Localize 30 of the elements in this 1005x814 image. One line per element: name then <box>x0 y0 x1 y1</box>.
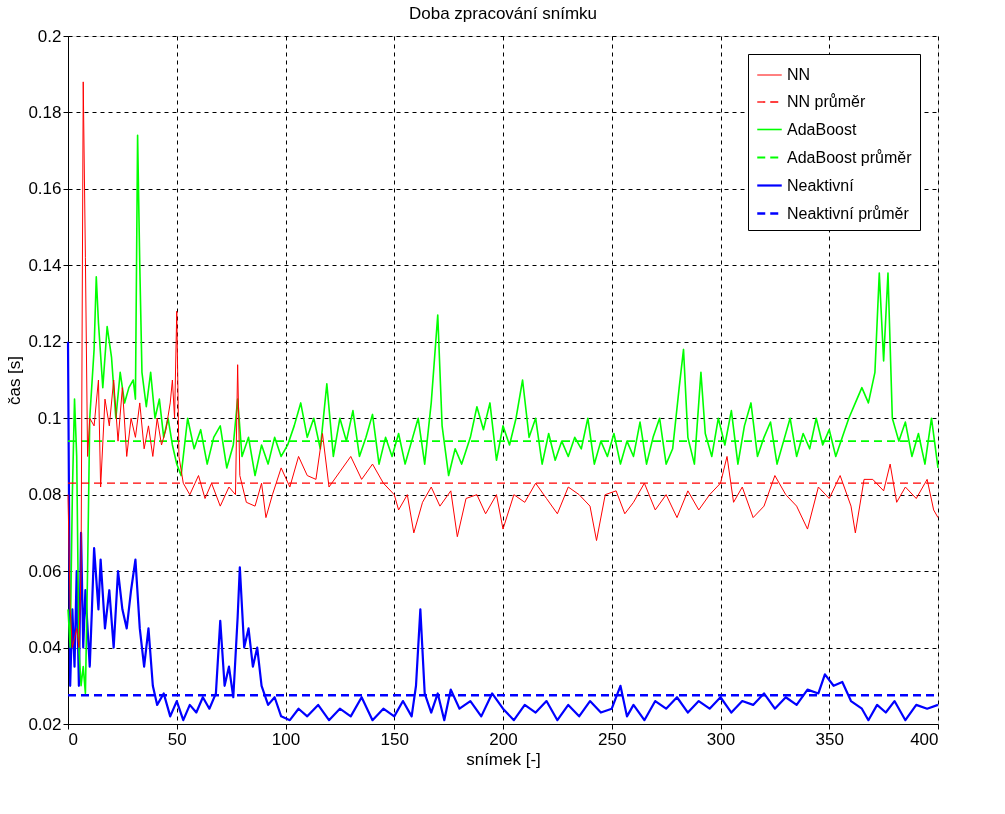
y-tick-label: 0.02 <box>28 714 62 734</box>
y-tick-label: 0.08 <box>28 485 62 505</box>
x-tick-label: 250 <box>598 729 627 749</box>
x-tick-label: 50 <box>167 729 187 749</box>
y-tick-label: 0.04 <box>28 638 62 658</box>
legend-label: AdaBoost <box>787 120 857 138</box>
line-series <box>67 81 939 649</box>
x-tick-label: 350 <box>815 729 844 749</box>
y-tick-label: 0.16 <box>28 179 62 199</box>
legend-label: Neaktivní <box>787 176 855 194</box>
y-tick-label: 0.2 <box>37 26 62 46</box>
y-tick-label: 0.06 <box>28 561 62 581</box>
x-axis-title: snímek [-] <box>466 749 541 769</box>
x-tick-label: 150 <box>380 729 409 749</box>
y-axis-title: čas [s] <box>5 355 25 406</box>
x-tick-label: 400 <box>910 729 939 749</box>
legend-label: NN průměr <box>787 93 866 110</box>
legend-label: AdaBoost průměr <box>787 148 913 166</box>
y-tick-label: 0.12 <box>28 332 62 352</box>
x-tick-label: 100 <box>271 729 301 749</box>
y-tick-label: 0.1 <box>37 408 62 428</box>
x-tick-label: 200 <box>489 729 518 749</box>
chart-title: Doba zpracování snímku <box>408 4 598 23</box>
x-tick-label: 300 <box>706 729 736 749</box>
legend-label: Neaktivní průměr <box>787 204 910 222</box>
x-tick-label: 0 <box>68 729 78 749</box>
line-series <box>67 134 939 695</box>
legend-label: NN <box>787 66 811 83</box>
y-tick-label: 0.14 <box>28 255 62 275</box>
y-tick-label: 0.18 <box>28 102 62 122</box>
